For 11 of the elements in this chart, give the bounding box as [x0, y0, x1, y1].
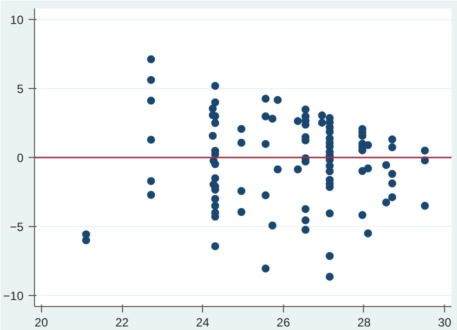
x-tick-label: 22	[115, 316, 130, 330]
y-tick-label: −10	[3, 288, 24, 303]
y-tick-label: −5	[10, 220, 24, 234]
x-tick-label: 28	[357, 316, 371, 330]
x-tick-label: 30	[438, 316, 452, 330]
x-tick-label: 26	[276, 316, 290, 330]
y-tick-label: 5	[16, 82, 24, 96]
y-tick-label: 0	[16, 151, 24, 165]
x-tick-label: 24	[196, 316, 210, 330]
x-tick-label: 20	[34, 316, 48, 330]
y-tick-label: 10	[10, 13, 24, 28]
